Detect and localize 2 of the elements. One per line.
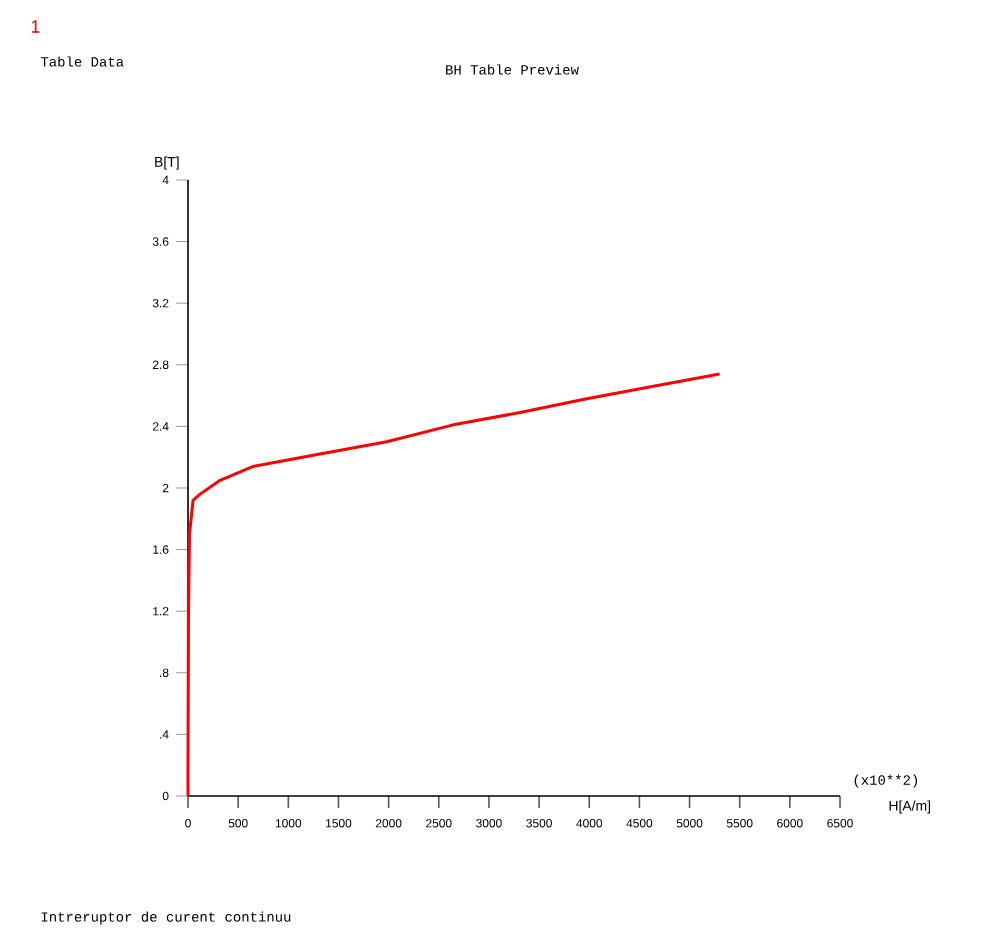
text: 1	[31, 20, 40, 33]
line-series	[186, 372, 722, 798]
